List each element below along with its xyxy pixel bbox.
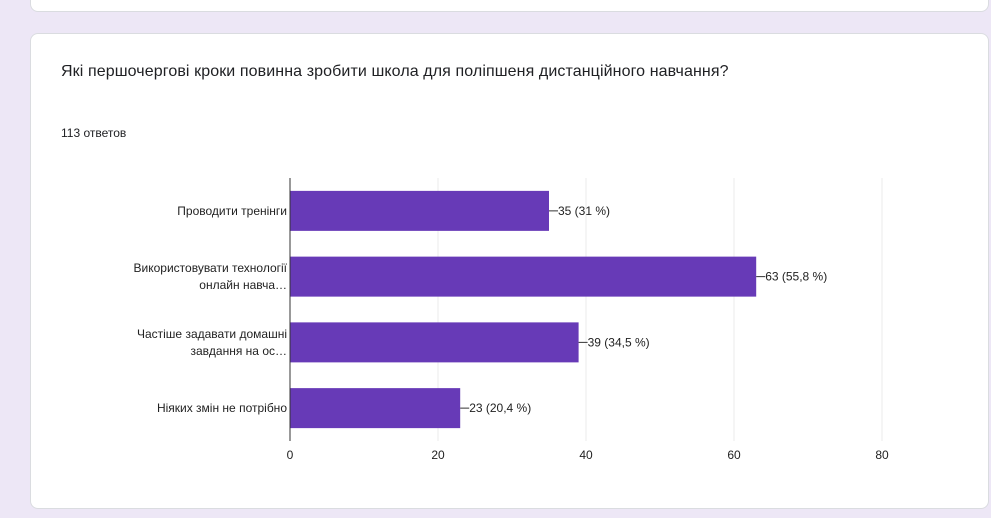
bar-chart: 35 (31 %) Проводити тренінги 63 (55,8 %) Ви…: [134, 178, 889, 462]
x-tick-label-4: 80: [875, 448, 889, 462]
category-label-1-0: Використовувати технології: [134, 261, 288, 275]
category-label-2-0: Частіше задавати домашні: [137, 327, 287, 341]
category-label-0-0: Проводити тренінги: [177, 204, 287, 218]
data-label-2: 39 (34,5 %): [588, 335, 650, 349]
previous-card: [30, 0, 989, 12]
category-label-1-1: онлайн навча…: [199, 278, 287, 292]
data-label-3: 23 (20,4 %): [469, 401, 531, 415]
data-label-1: 63 (55,8 %): [765, 270, 827, 284]
x-tick-label-0: 0: [287, 448, 294, 462]
x-tick-label-2: 40: [579, 448, 593, 462]
bar-1: [290, 256, 757, 297]
bar-2: [290, 322, 579, 363]
category-label-3-0: Ніяких змін не потрібно: [157, 401, 287, 415]
category-label-2-1: завдання на ос…: [191, 344, 288, 358]
x-tick-label-1: 20: [431, 448, 445, 462]
question-summary-card: Які першочергові кроки повинна зробити ш…: [30, 33, 989, 509]
data-label-0: 35 (31 %): [558, 204, 610, 218]
question-title: Які першочергові кроки повинна зробити ш…: [61, 63, 729, 80]
x-tick-label-3: 60: [727, 448, 741, 462]
bar-0: [290, 190, 549, 231]
response-count: 113 ответов: [61, 126, 127, 140]
bar-3: [290, 388, 461, 429]
